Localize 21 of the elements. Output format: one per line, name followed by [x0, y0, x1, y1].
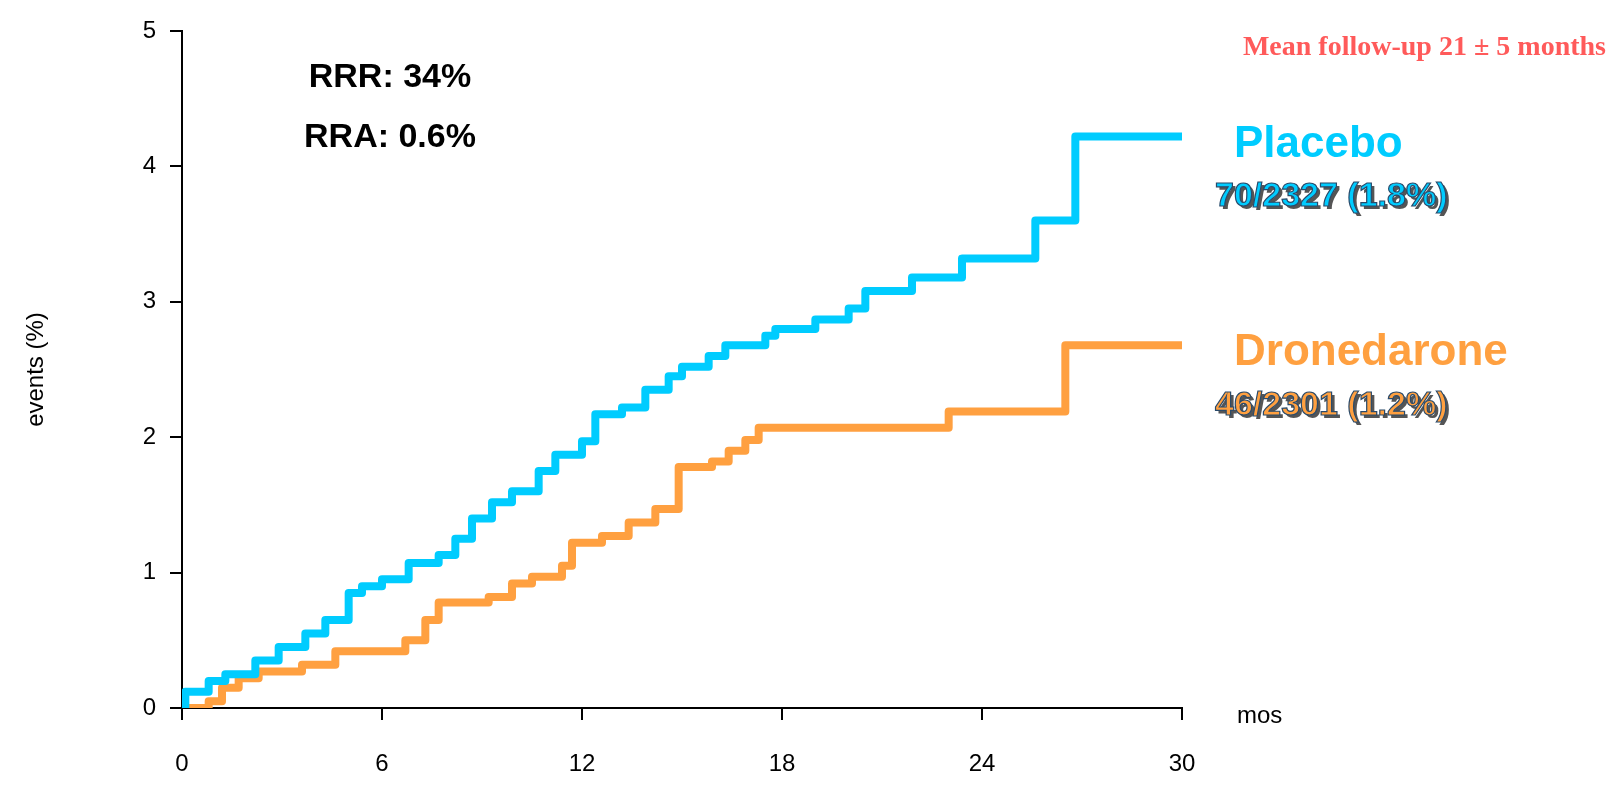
x-tick-label: 6 — [375, 749, 389, 777]
y-tick-label: 5 — [142, 15, 156, 43]
x-axis-title: mos — [1237, 700, 1283, 728]
x-tick-label: 18 — [768, 749, 796, 777]
x-tick-label: 30 — [1168, 749, 1196, 777]
x-tick-label: 12 — [568, 749, 596, 777]
text: Mean follow-up 21 ± 5 months — [1242, 30, 1607, 62]
x-tick-label: 24 — [968, 749, 996, 777]
annotation: RRA: 0.6% — [304, 116, 476, 155]
y-tick-label: 1 — [142, 557, 156, 585]
x-tick-label: 0 — [175, 749, 189, 777]
text: 46/2301 (1.2%) — [1215, 383, 1448, 422]
y-axis-title: events (%) — [20, 312, 48, 427]
y-tick-label: 3 — [142, 286, 156, 314]
y-tick-label: 0 — [142, 692, 156, 720]
annotation: RRR: 34% — [308, 56, 472, 95]
y-tick-label: 2 — [142, 421, 156, 449]
y-tick-label: 4 — [142, 151, 156, 179]
text: 70/2327 (1.8%) — [1215, 174, 1448, 213]
series-label: Placebo — [1234, 116, 1403, 166]
series-label: Dronedarone — [1234, 325, 1508, 375]
